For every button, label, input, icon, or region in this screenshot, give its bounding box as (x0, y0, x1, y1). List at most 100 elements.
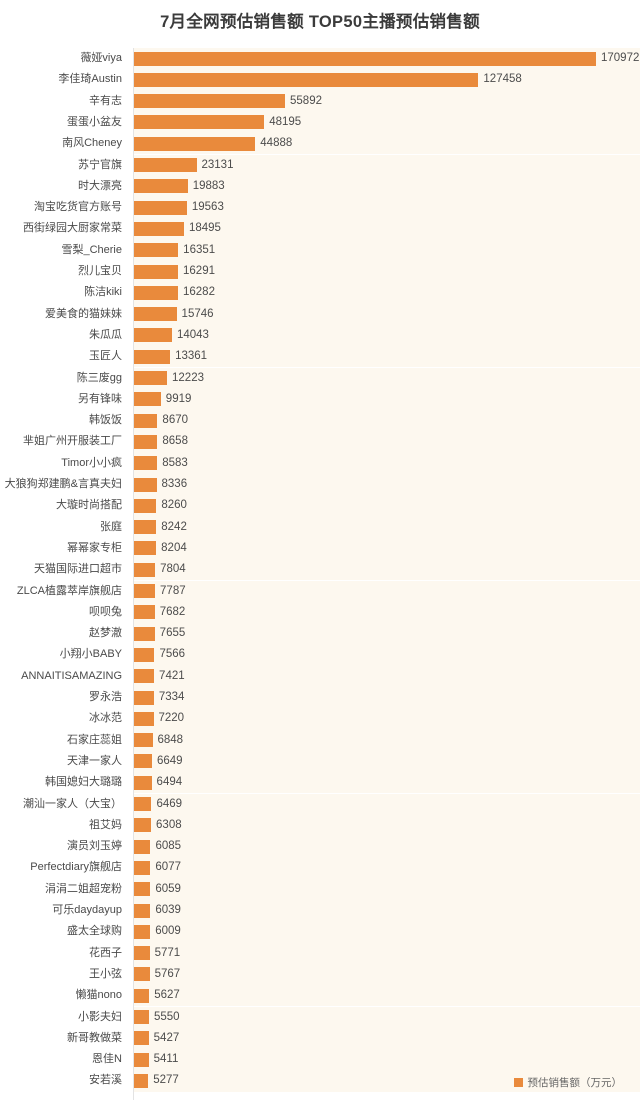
bar-row: 南风Cheney 44888 (0, 133, 640, 155)
bar-row: 呗呗兔 7682 (0, 601, 640, 624)
bar-row: 陈三废gg 12223 (0, 367, 640, 389)
bar-track: 7804 (134, 559, 640, 581)
bar-row: 韩饭饭 8670 (0, 410, 640, 432)
category-label: 新哥教做菜 (67, 1031, 122, 1044)
bar (134, 605, 155, 620)
bar-row: 薇娅viya 170972 (0, 48, 640, 70)
bar-row: 大璇时尚搭配 8260 (0, 495, 640, 517)
bar (134, 797, 152, 812)
bar-value-label: 8670 (162, 414, 189, 427)
bar-track: 7421 (134, 665, 640, 687)
bar (134, 221, 184, 236)
bar-value-label: 6009 (155, 925, 181, 938)
bar-value-label: 7334 (158, 691, 185, 703)
bar-track: 127458 (134, 69, 640, 91)
bar (134, 434, 158, 449)
bar-value-label: 7804 (160, 563, 186, 576)
plot-area: 薇娅viya 170972 李佳琦Austin 127458 辛有志 55892 蛋蛋小盆友… (0, 48, 640, 1100)
bar (134, 924, 151, 939)
category-label: 盛太全球购 (67, 925, 122, 938)
bar (134, 946, 150, 961)
bar-row: ANNAITISAMAZING 7421 (0, 665, 640, 687)
bar-row: 辛有志 55892 (0, 90, 640, 112)
bar-row: 爱美食的猫妹妹 15746 (0, 303, 640, 325)
bar (134, 775, 152, 790)
bar (134, 243, 179, 258)
bar (134, 690, 154, 705)
category-label: 安若溪 (89, 1074, 122, 1087)
bar-value-label: 8583 (162, 456, 188, 469)
bar-track: 6848 (134, 729, 640, 751)
bar-value-label: 170972 (601, 52, 640, 64)
bar-row: 小影夫妇 5550 (0, 1006, 640, 1028)
category-label: 韩国媳妇大璐璐 (45, 776, 122, 789)
bar-value-label: 5771 (154, 946, 181, 959)
category-label: 小翔小BABY (59, 648, 122, 661)
bar-track: 6039 (134, 900, 640, 922)
bar-value-label: 6085 (155, 840, 182, 853)
bar-value-label: 127458 (483, 73, 522, 86)
bar-track: 19563 (134, 197, 640, 219)
bar-row: ZLCA植露萃岸旗舰店 7787 (0, 580, 640, 602)
bar-row: 新哥教做菜 5427 (0, 1027, 640, 1050)
bar-row: 祖艾妈 6308 (0, 814, 640, 837)
bar-value-label: 16291 (183, 265, 215, 277)
bar (134, 179, 188, 194)
category-label: ANNAITISAMAZING (21, 669, 122, 682)
bar-value-label: 6308 (156, 818, 182, 831)
bar (134, 1010, 149, 1025)
bar (134, 733, 153, 748)
bar (134, 584, 156, 599)
bar (134, 392, 161, 407)
bar-value-label: 18495 (188, 222, 221, 235)
bar (134, 562, 156, 577)
category-label: 石家庄蕊姐 (67, 733, 122, 746)
bar-value-label: 13361 (175, 350, 208, 363)
bar (134, 1073, 149, 1088)
bar-track: 8658 (134, 431, 640, 453)
bar (134, 371, 168, 386)
bar-row: 花西子 5771 (0, 942, 640, 964)
bar-row: 李佳琦Austin 127458 (0, 69, 640, 91)
bar (134, 754, 152, 769)
bar-track: 6308 (134, 814, 640, 837)
bar-row: Perfectdiary旗舰店 6077 (0, 857, 640, 879)
bar (134, 669, 155, 684)
bar-track: 5411 (134, 1049, 640, 1071)
bar-row: 潮汕一家人（大宝） 6469 (0, 793, 640, 815)
bar-track: 170972 (134, 48, 640, 70)
bar-track: 14043 (134, 324, 640, 347)
category-label: 恩佳N (92, 1053, 122, 1066)
category-label: 潮汕一家人（大宝） (23, 797, 122, 810)
bar-value-label: 6469 (156, 797, 183, 810)
bar (134, 818, 152, 833)
category-label: 赵梦澈 (89, 627, 122, 640)
bar-track: 18495 (134, 218, 640, 240)
bar-track: 6059 (134, 878, 640, 900)
bar-value-label: 7655 (159, 627, 186, 640)
category-label: ZLCA植露萃岸旗舰店 (16, 584, 122, 597)
bar-row: 盛太全球购 6009 (0, 921, 640, 943)
bar (134, 882, 151, 897)
bar-value-label: 7421 (159, 669, 185, 682)
bar-row: 朱瓜瓜 14043 (0, 324, 640, 347)
category-label: 雪梨_Cherie (61, 243, 122, 256)
bar-row: 西街绿园大厨家常菜 18495 (0, 218, 640, 240)
category-label: 天津一家人 (67, 754, 122, 767)
bar-track: 19883 (134, 175, 640, 198)
category-label: 陈洁kiki (84, 286, 122, 299)
category-label: 张庭 (100, 520, 122, 533)
category-label: 幂幂家专柜 (67, 541, 122, 554)
bar-track: 6649 (134, 750, 640, 773)
category-label: 爱美食的猫妹妹 (45, 307, 122, 320)
bar-row: 蛋蛋小盆友 48195 (0, 111, 640, 134)
bar-value-label: 7787 (160, 584, 186, 597)
category-label: 淘宝吃货官方账号 (34, 201, 122, 214)
bar (134, 477, 157, 492)
bar-row: 芈姐广州开服装工厂 8658 (0, 431, 640, 453)
bar-track: 6077 (134, 857, 640, 879)
bar-value-label: 8658 (162, 435, 188, 448)
bar-track: 15746 (134, 303, 640, 325)
category-label: 可乐daydayup (52, 904, 122, 916)
bar (134, 839, 151, 854)
